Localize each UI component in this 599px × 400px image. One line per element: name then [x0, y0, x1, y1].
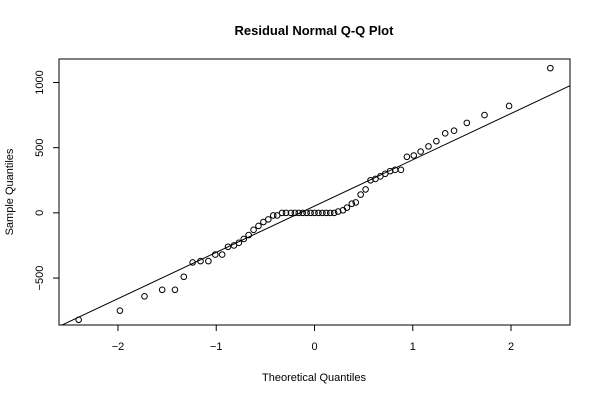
y-axis: −500 0 500 1000 [34, 70, 59, 290]
data-point [357, 191, 364, 198]
data-point [410, 152, 418, 159]
data-point [330, 209, 338, 217]
data-point [235, 239, 243, 247]
data-point [265, 216, 272, 223]
x-tick-label: 0 [311, 341, 317, 353]
data-point [291, 209, 299, 217]
data-point [245, 231, 252, 239]
data-point [218, 251, 226, 258]
data-point [250, 226, 257, 234]
data-point [141, 293, 148, 300]
data-point [269, 212, 277, 219]
data-point [362, 186, 369, 193]
x-tick-label: 2 [508, 341, 514, 353]
data-point [211, 251, 219, 258]
x-tick-label: 1 [410, 341, 416, 353]
data-point [315, 209, 322, 217]
x-axis-label: Theoretical Quantiles [262, 372, 366, 384]
data-point [381, 170, 389, 178]
data-point [75, 316, 82, 324]
data-point [403, 153, 411, 161]
data-point [260, 218, 267, 226]
data-point [372, 175, 379, 183]
data-point [326, 209, 334, 217]
data-point [287, 209, 295, 217]
data-point [303, 209, 310, 217]
data-point [481, 111, 488, 119]
data-point [197, 257, 204, 265]
y-tick-label: 1000 [34, 70, 46, 94]
data-point [282, 209, 290, 217]
x-tick-label: −1 [210, 341, 223, 353]
x-axis: −2 −1 0 1 2 [112, 325, 514, 353]
data-point [348, 200, 356, 208]
data-point [397, 166, 405, 174]
y-axis-label: Sample Quantiles [4, 148, 16, 235]
data-point [433, 137, 440, 145]
x-tick-label: −2 [112, 341, 125, 353]
data-point [505, 102, 513, 110]
data-point [171, 286, 179, 294]
data-point [278, 209, 286, 217]
chart-title: Residual Normal Q-Q Plot [235, 23, 395, 38]
data-point [299, 209, 307, 217]
data-point [224, 243, 232, 251]
data-point [425, 143, 432, 150]
data-point [230, 242, 238, 249]
data-point [116, 307, 124, 314]
data-point [343, 204, 351, 211]
data-point [205, 257, 212, 265]
y-tick-label: 500 [34, 138, 46, 156]
data-point [158, 286, 166, 294]
data-point [450, 127, 458, 135]
data-point [377, 173, 384, 180]
data-point [319, 209, 326, 217]
data-point [311, 209, 318, 217]
data-point [322, 209, 330, 217]
data-point [441, 130, 449, 137]
data-point [180, 273, 188, 281]
data-point [240, 235, 248, 243]
data-point [273, 212, 281, 219]
data-point [295, 209, 303, 217]
plot-frame [58, 58, 571, 326]
data-point [255, 222, 262, 230]
data-point [189, 259, 196, 266]
data-point [463, 119, 471, 127]
data-point [352, 199, 360, 206]
data-point [307, 209, 314, 217]
reference-line [60, 85, 570, 325]
data-point [417, 148, 424, 155]
y-tick-label: 0 [34, 210, 46, 216]
y-tick-label: −500 [34, 266, 46, 291]
data-points [75, 64, 554, 324]
data-point [547, 64, 554, 72]
